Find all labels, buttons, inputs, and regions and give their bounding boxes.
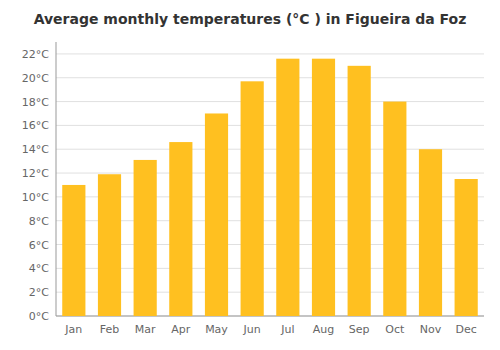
y-tick-label: 8°C [29, 215, 49, 228]
x-tick-label: Nov [420, 323, 442, 336]
y-tick-label: 20°C [22, 72, 49, 85]
chart: Average monthly temperatures (°C ) in Fi… [0, 0, 500, 350]
y-tick-label: 2°C [29, 286, 49, 299]
x-tick-label: Aug [313, 323, 334, 336]
y-tick-label: 0°C [29, 310, 49, 323]
bar [134, 160, 157, 316]
bar [98, 174, 121, 316]
bar [169, 142, 192, 316]
y-axis-line [56, 42, 57, 316]
y-tick-label: 14°C [22, 143, 49, 156]
bar [205, 113, 228, 316]
x-tick-label: Dec [456, 323, 477, 336]
title: Average monthly temperatures (°C ) in Fi… [34, 11, 467, 27]
bar [348, 66, 371, 316]
bar [455, 179, 478, 316]
bar [62, 185, 85, 316]
x-tick-label: Jul [280, 323, 294, 336]
bar [383, 102, 406, 316]
y-tick-label: 22°C [22, 48, 49, 61]
x-tick-label: Mar [135, 323, 156, 336]
bar [419, 149, 442, 316]
bar [241, 81, 264, 316]
x-tick-label: Jun [243, 323, 261, 336]
x-tick-label: Jan [64, 323, 82, 336]
y-tick-label: 16°C [22, 119, 49, 132]
x-tick-label: Feb [100, 323, 119, 336]
y-tick-label: 6°C [29, 239, 49, 252]
x-axis: Jan Feb Mar Apr May Jun Jul Aug Sep Oct Nov Dec [64, 323, 476, 336]
grid-line [56, 101, 484, 102]
x-tick-label: May [205, 323, 228, 336]
x-tick-label: Oct [385, 323, 405, 336]
grid-line [56, 53, 484, 54]
y-tick-label: 12°C [22, 167, 49, 180]
grid-line [56, 125, 484, 126]
x-tick-label: Sep [349, 323, 370, 336]
bar [312, 59, 335, 316]
y-tick-label: 18°C [22, 96, 49, 109]
bars [62, 59, 478, 316]
y-tick-label: 10°C [22, 191, 49, 204]
y-tick-label: 4°C [29, 262, 49, 275]
y-axis: 0°C 2°C 4°C 6°C 8°C 10°C 12°C 14°C 16°C 18°C 20°C 2… [22, 48, 484, 323]
x-tick-label: Apr [171, 323, 191, 336]
bar [276, 59, 299, 316]
grid-line [56, 77, 484, 78]
